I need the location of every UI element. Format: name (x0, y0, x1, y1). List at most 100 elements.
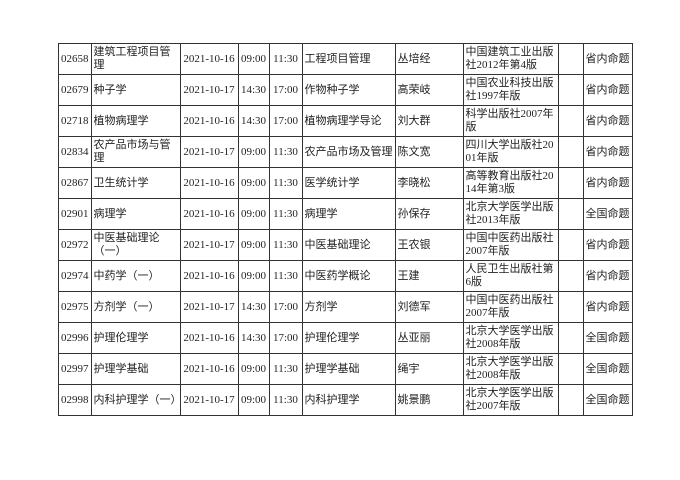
table-row: 02997 护理学基础 2021-10-16 09:00 11:30 护理学基础 绳宇 北京大… (58, 353, 633, 385)
publisher-cell: 中国建筑工业出版社2012年第4版 (462, 43, 559, 75)
course-code-cell: 02658 (58, 43, 92, 75)
start-time-cell: 09:00 (237, 198, 270, 230)
course-code-cell: 02998 (58, 384, 92, 416)
course-name-cell: 病理学 (90, 198, 181, 230)
table-row: 02718 植物病理学 2021-10-16 14:30 17:00 植物病理学导论 刘大群… (58, 105, 633, 137)
start-time-cell: 14:30 (237, 291, 270, 323)
author-cell: 高荣岐 (394, 74, 464, 106)
end-time-cell: 11:30 (268, 198, 303, 230)
table-row: 02867 卫生统计学 2021-10-16 09:00 11:30 医学统计学 李晓松 高等… (58, 167, 633, 199)
start-time-cell: 09:00 (237, 229, 270, 261)
end-time-cell: 11:30 (268, 43, 303, 75)
course-code-cell: 02679 (58, 74, 92, 106)
author-cell: 绳宇 (394, 353, 464, 385)
table-row: 02996 护理伦理学 2021-10-16 14:30 17:00 护理伦理学 丛亚丽 北京… (58, 322, 633, 354)
exam-type-cell: 省内命题 (582, 229, 633, 261)
note-cell (557, 74, 584, 106)
author-cell: 李晓松 (394, 167, 464, 199)
start-time-cell: 09:00 (237, 353, 270, 385)
publisher-cell: 中国中医药出版社2007年版 (462, 229, 559, 261)
end-time-cell: 11:30 (268, 136, 303, 168)
publisher-cell: 人民卫生出版社第6版 (462, 260, 559, 292)
exam-date-cell: 2021-10-16 (179, 43, 239, 75)
author-cell: 丛培经 (394, 43, 464, 75)
textbook-name-cell: 农产品市场及管理 (301, 136, 396, 168)
table-row: 02901 病理学 2021-10-16 09:00 11:30 病理学 孙保存 北京大学医学… (58, 198, 633, 230)
course-code-cell: 02901 (58, 198, 92, 230)
end-time-cell: 11:30 (268, 229, 303, 261)
author-cell: 姚景鹏 (394, 384, 464, 416)
author-cell: 刘大群 (394, 105, 464, 137)
publisher-cell: 中国中医药出版社2007年版 (462, 291, 559, 323)
textbook-name-cell: 中医药学概论 (301, 260, 396, 292)
exam-type-cell: 省内命题 (582, 291, 633, 323)
textbook-name-cell: 中医基础理论 (301, 229, 396, 261)
start-time-cell: 09:00 (237, 167, 270, 199)
publisher-cell: 北京大学医学出版社2013年版 (462, 198, 559, 230)
publisher-cell: 北京大学医学出版社2008年版 (462, 322, 559, 354)
exam-date-cell: 2021-10-16 (179, 322, 239, 354)
note-cell (557, 105, 584, 137)
author-cell: 丛亚丽 (394, 322, 464, 354)
exam-type-cell: 省内命题 (582, 260, 633, 292)
start-time-cell: 14:30 (237, 322, 270, 354)
exam-date-cell: 2021-10-17 (179, 291, 239, 323)
publisher-cell: 高等教育出版社2014年第3版 (462, 167, 559, 199)
textbook-name-cell: 内科护理学 (301, 384, 396, 416)
author-cell: 陈文宽 (394, 136, 464, 168)
course-name-cell: 护理学基础 (90, 353, 181, 385)
exam-schedule-table: 02658 建筑工程项目管理 2021-10-16 09:00 11:30 工程项目管理丛… (58, 43, 633, 416)
publisher-cell: 中国农业科技出版社1997年版 (462, 74, 559, 106)
end-time-cell: 11:30 (268, 384, 303, 416)
exam-type-cell: 省内命题 (582, 105, 633, 137)
publisher-cell: 四川大学出版社2001年版 (462, 136, 559, 168)
course-name-cell: 植物病理学 (90, 105, 181, 137)
table-row: 02974 中药学（一） 2021-10-16 09:00 11:30 中医药学概论 王建人… (58, 260, 633, 292)
textbook-name-cell: 护理学基础 (301, 353, 396, 385)
note-cell (557, 384, 584, 416)
start-time-cell: 09:00 (237, 260, 270, 292)
course-name-cell: 卫生统计学 (90, 167, 181, 199)
table-row: 02679 种子学 2021-10-17 14:30 17:00 作物种子学 高荣岐 中国农业… (58, 74, 633, 106)
publisher-cell: 科学出版社2007年版 (462, 105, 559, 137)
end-time-cell: 17:00 (268, 291, 303, 323)
exam-date-cell: 2021-10-16 (179, 167, 239, 199)
exam-type-cell: 省内命题 (582, 136, 633, 168)
note-cell (557, 353, 584, 385)
note-cell (557, 260, 584, 292)
start-time-cell: 09:00 (237, 384, 270, 416)
author-cell: 孙保存 (394, 198, 464, 230)
table-row: 02658 建筑工程项目管理 2021-10-16 09:00 11:30 工程项目管理丛… (58, 43, 633, 75)
textbook-name-cell: 病理学 (301, 198, 396, 230)
course-name-cell: 内科护理学（一） (90, 384, 181, 416)
course-code-cell: 02972 (58, 229, 92, 261)
course-name-cell: 农产品市场与管理 (90, 136, 181, 168)
end-time-cell: 17:00 (268, 74, 303, 106)
exam-date-cell: 2021-10-17 (179, 229, 239, 261)
exam-date-cell: 2021-10-17 (179, 384, 239, 416)
textbook-name-cell: 工程项目管理 (301, 43, 396, 75)
note-cell (557, 167, 584, 199)
course-name-cell: 中药学（一） (90, 260, 181, 292)
start-time-cell: 14:30 (237, 105, 270, 137)
end-time-cell: 11:30 (268, 353, 303, 385)
table-row: 02998 内科护理学（一） 2021-10-17 09:00 11:30 内科护理学 姚景… (58, 384, 633, 416)
end-time-cell: 11:30 (268, 167, 303, 199)
author-cell: 王建 (394, 260, 464, 292)
textbook-name-cell: 植物病理学导论 (301, 105, 396, 137)
course-name-cell: 中医基础理论（一） (90, 229, 181, 261)
table-row: 02834 农产品市场与管理 2021-10-17 09:00 11:30 农产品市场及管… (58, 136, 633, 168)
course-code-cell: 02975 (58, 291, 92, 323)
course-code-cell: 02997 (58, 353, 92, 385)
start-time-cell: 14:30 (237, 74, 270, 106)
course-code-cell: 02974 (58, 260, 92, 292)
table-row: 02972 中医基础理论（一） 2021-10-17 09:00 11:30 中医基础理论… (58, 229, 633, 261)
publisher-cell: 北京大学医学出版社2007年版 (462, 384, 559, 416)
exam-type-cell: 省内命题 (582, 74, 633, 106)
exam-date-cell: 2021-10-16 (179, 353, 239, 385)
textbook-name-cell: 护理伦理学 (301, 322, 396, 354)
course-name-cell: 护理伦理学 (90, 322, 181, 354)
textbook-name-cell: 作物种子学 (301, 74, 396, 106)
exam-date-cell: 2021-10-16 (179, 105, 239, 137)
end-time-cell: 17:00 (268, 105, 303, 137)
